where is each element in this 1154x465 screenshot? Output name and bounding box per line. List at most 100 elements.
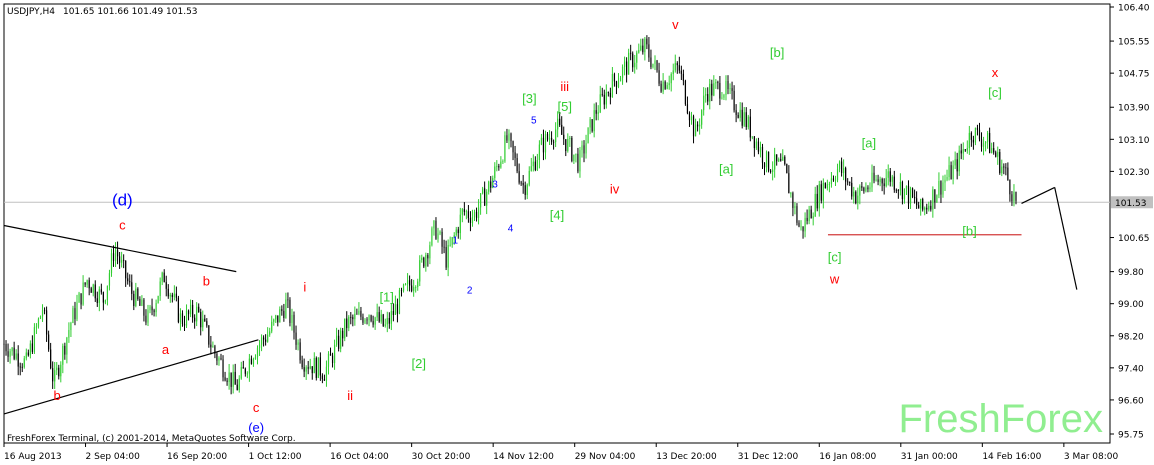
candle-body (360, 310, 362, 317)
candle-body (794, 206, 796, 208)
candle-body (364, 319, 366, 323)
candle-body (995, 152, 997, 157)
x-tick-label: 16 Aug 2013 (4, 452, 62, 462)
candle-body (297, 342, 299, 345)
candle-body (822, 182, 824, 201)
candle-body (141, 299, 143, 306)
candle-body (271, 321, 273, 332)
price-axis: 106.40 105.55 104.75 103.90 103.10 102.30 101.… (1110, 4, 1153, 441)
candle-body (250, 358, 253, 364)
candle-body (875, 179, 877, 181)
candle-body (550, 137, 553, 142)
candle-body (315, 358, 317, 378)
candle-body (607, 92, 609, 94)
candle-body (970, 132, 972, 140)
candle-body (725, 80, 727, 95)
candle-body (248, 358, 250, 374)
candle-body (419, 260, 421, 282)
candle-body (394, 304, 397, 315)
candle-body (342, 330, 344, 339)
candle-body (790, 193, 792, 195)
candle-body (177, 297, 180, 323)
candle-body (500, 161, 502, 168)
candle-body (713, 83, 715, 96)
wave-label: [b] (962, 224, 976, 239)
candle-body (753, 136, 755, 149)
candle-body (581, 145, 583, 151)
candle-body (496, 166, 498, 167)
candle-body (877, 179, 879, 182)
candle-body (390, 311, 392, 324)
candle-body (733, 90, 735, 111)
candle-body (467, 211, 470, 219)
candle-body (1007, 167, 1009, 180)
candle-body (869, 187, 871, 190)
candle-body (749, 116, 751, 138)
candle-body (163, 272, 165, 283)
candle-body (218, 358, 220, 361)
candle-body (135, 288, 137, 306)
candle-body (887, 171, 889, 178)
candle-body (435, 220, 437, 239)
candle-body (112, 253, 115, 262)
candle-body (737, 114, 739, 118)
candle-body (518, 171, 520, 183)
candle-body (358, 310, 360, 315)
candle-body (173, 293, 175, 297)
candle-body (510, 133, 512, 142)
candle-body (445, 247, 447, 268)
candle-body (747, 116, 749, 128)
candle-body (626, 61, 628, 75)
candle-body (776, 154, 778, 162)
wave-label: [a] (862, 135, 876, 150)
candle-body (611, 74, 614, 98)
candle-body (350, 316, 352, 318)
candle-body (542, 137, 545, 153)
candle-body (56, 367, 58, 371)
candle-body (473, 211, 476, 218)
candle-body (421, 257, 423, 261)
candle-body (656, 60, 658, 71)
candle-body (761, 146, 764, 163)
candle-body (826, 184, 828, 189)
candle-body (684, 80, 687, 105)
candle-body (329, 353, 332, 356)
candle-body (459, 214, 461, 234)
candle-body (236, 384, 238, 390)
candle-body (786, 164, 788, 174)
y-tick-label: 103.90 (1118, 104, 1150, 114)
candle-body (254, 357, 257, 359)
lower-triangle-line (3, 339, 259, 415)
wave-label: [a] (719, 161, 733, 176)
candle-body (224, 377, 226, 381)
current-price-box (1111, 196, 1153, 209)
candle-body (863, 187, 865, 192)
candle-body (133, 293, 135, 306)
candle-body (262, 337, 265, 340)
copyright-text: FreshForex Terminal, (c) 2001-2014, Meta… (7, 434, 296, 444)
candle-body (853, 191, 855, 197)
candle-body (102, 292, 104, 303)
candle-body (727, 80, 729, 90)
candle-body (865, 187, 867, 192)
candle-body (279, 309, 281, 323)
candle-body (895, 189, 897, 191)
candle-body (851, 182, 853, 197)
candle-body (960, 150, 962, 154)
wave-label: 5 (531, 115, 537, 126)
candle-body (958, 150, 960, 172)
candle-body (165, 282, 167, 289)
x-tick-label: 31 Jan 00:00 (901, 452, 958, 462)
candle-body (380, 314, 382, 322)
candle-body (60, 364, 62, 377)
wave-label: (e) (248, 420, 264, 435)
candle-body (916, 198, 918, 206)
candle-body (577, 153, 579, 172)
candle-body (417, 281, 419, 288)
candle-body (632, 53, 634, 68)
candle-body (575, 153, 577, 155)
candle-body (1003, 166, 1005, 168)
candle-body (765, 151, 768, 168)
candle-body (404, 284, 407, 285)
candle-body (696, 124, 699, 127)
